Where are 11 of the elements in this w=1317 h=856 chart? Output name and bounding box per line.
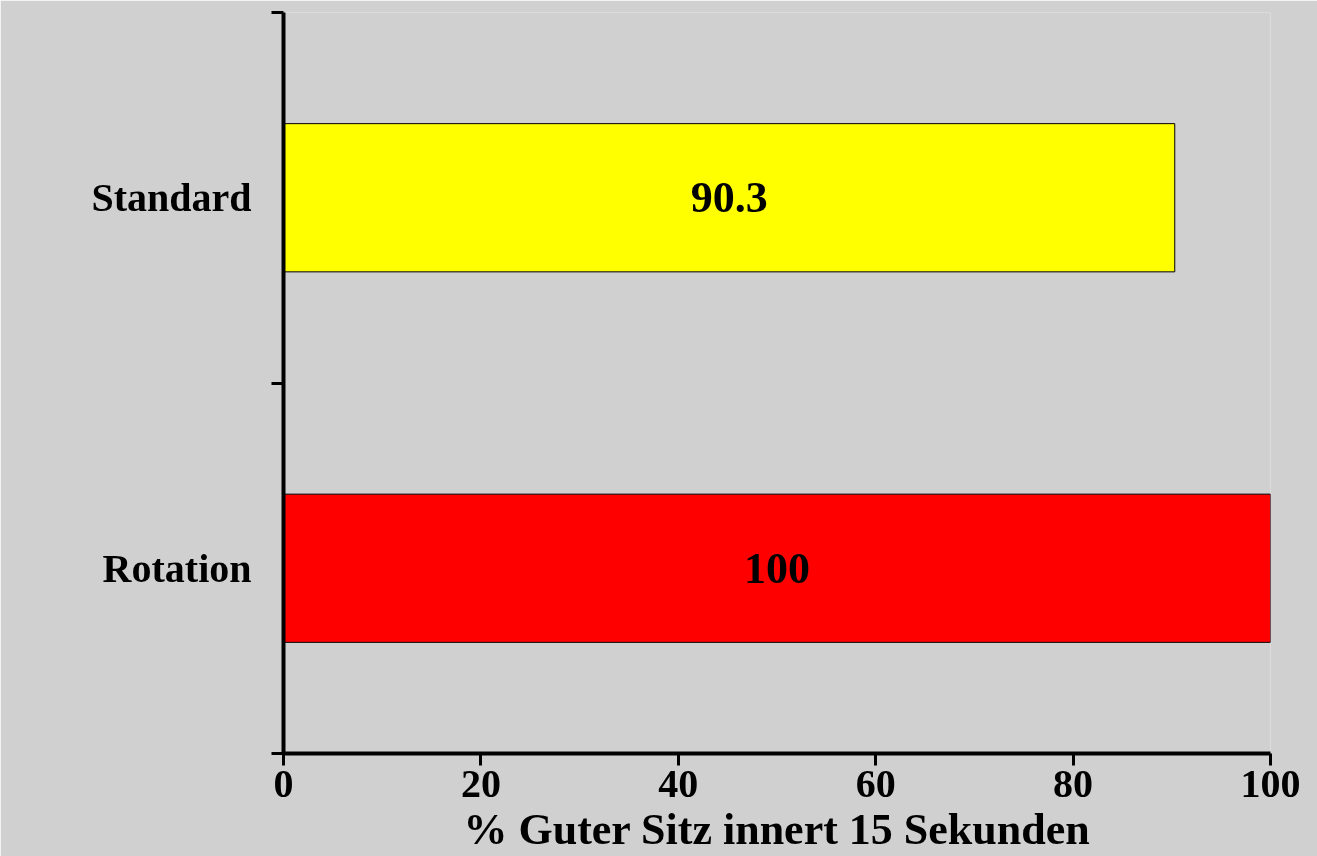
x-tick-label: 100 bbox=[1240, 760, 1301, 806]
data-label: 100 bbox=[744, 543, 810, 593]
x-tick-label: 60 bbox=[855, 760, 896, 806]
data-label: 90.3 bbox=[690, 173, 768, 223]
y-tick-label: Standard bbox=[91, 175, 252, 221]
x-tick-label: 40 bbox=[658, 760, 699, 806]
x-tick-label: 80 bbox=[1053, 760, 1094, 806]
x-tick-label: 0 bbox=[273, 760, 294, 806]
x-axis-title: % Guter Sitz innert 15 Sekunden bbox=[463, 804, 1090, 854]
y-tick-label: Rotation bbox=[102, 545, 252, 591]
x-tick-label: 20 bbox=[460, 760, 501, 806]
